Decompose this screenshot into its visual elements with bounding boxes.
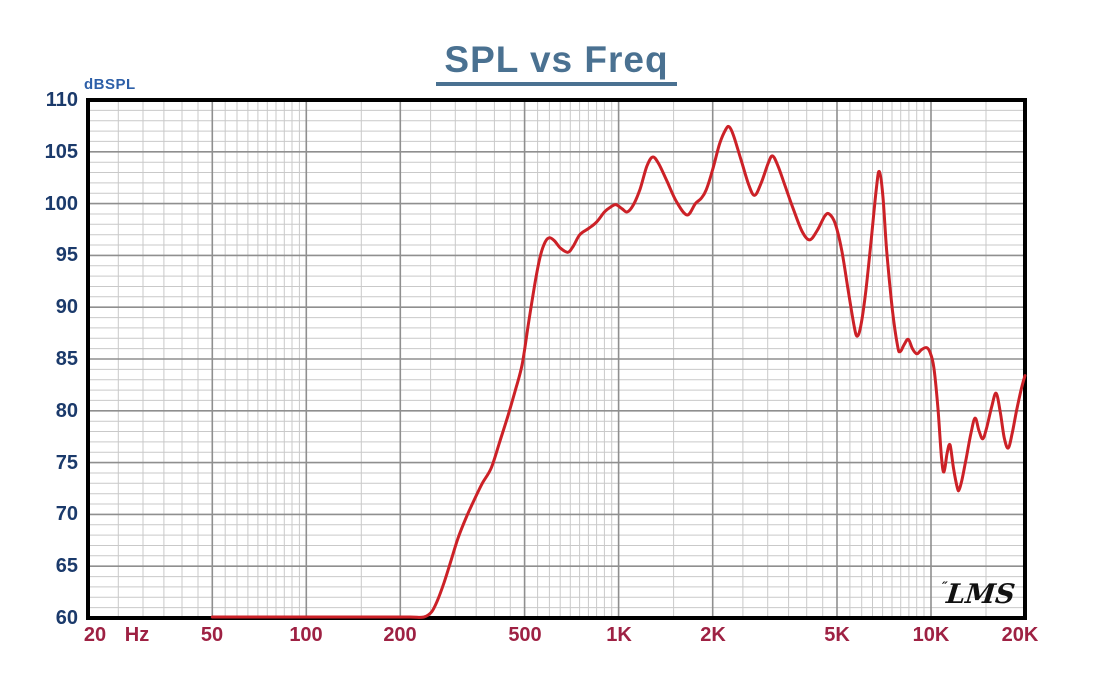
y-tick-label: 80	[55, 400, 78, 422]
y-tick-label: 90	[55, 296, 78, 318]
x-tick-label: 1K	[606, 624, 632, 646]
y-tick-label: 60	[55, 607, 78, 629]
chart-title-row: SPL vs Freq	[88, 39, 1025, 86]
spl-curve	[210, 124, 1027, 619]
y-tick-label: 110	[45, 89, 78, 111]
x-tick-label: 2K	[700, 624, 726, 646]
y-tick-label: 85	[55, 348, 78, 370]
y-tick-label: 95	[55, 244, 78, 266]
y-tick-label: 75	[55, 452, 78, 474]
x-tick-label: 500	[508, 624, 542, 646]
chart-title: SPL vs Freq	[436, 39, 677, 86]
major-gridlines	[88, 100, 1025, 618]
y-axis-unit-label: dBSPL	[84, 76, 136, 93]
y-tick-label: 100	[44, 193, 78, 215]
y-tick-label: 65	[55, 555, 78, 577]
y-tick-label: 70	[55, 503, 78, 525]
x-tick-label: 200	[383, 624, 417, 646]
x-axis-unit-label: Hz	[124, 624, 150, 646]
x-tick-label: 20K	[1001, 624, 1039, 646]
y-tick-label: 105	[44, 141, 78, 163]
x-tick-label: 10K	[912, 624, 950, 646]
x-tick-label: 20	[83, 624, 107, 646]
plot-frame	[86, 98, 1027, 620]
lms-watermark: ″LMS	[939, 579, 1016, 610]
x-tick-label: 100	[289, 624, 323, 646]
x-tick-label: 50	[200, 624, 224, 646]
x-tick-label: 5K	[824, 624, 850, 646]
